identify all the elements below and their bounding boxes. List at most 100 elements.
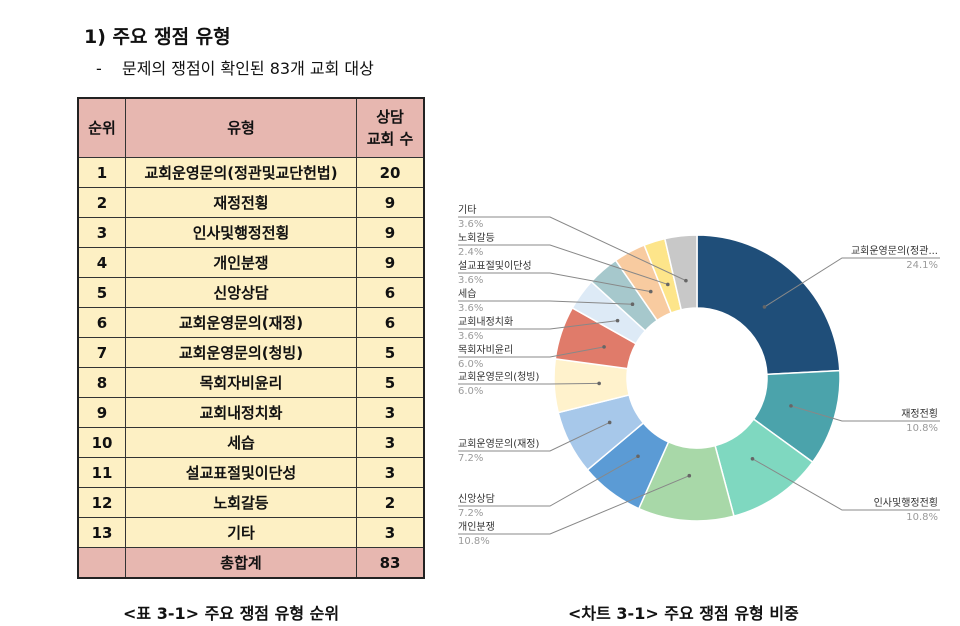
subheading-text: 문제의 쟁점이 확인된 83개 교회 대상 [122, 59, 374, 78]
leader-line [458, 382, 600, 385]
leader-line [458, 272, 651, 293]
table-row: 1 교회운영문의(정관및교단헌법) 20 [77, 157, 425, 188]
header-rank: 순위 [77, 97, 126, 158]
slice-label: 설교표절및이단성 [458, 259, 532, 272]
rank-cell: 1 [77, 157, 126, 188]
table-row: 5 신앙상담 6 [77, 277, 425, 308]
count-cell: 3 [356, 427, 425, 458]
rank-cell: 10 [77, 427, 126, 458]
rank-cell: 12 [77, 487, 126, 518]
leader-line [790, 405, 940, 422]
header-count-line1: 상담 [376, 108, 404, 126]
leader-dot [750, 456, 755, 461]
total-row: 총합계 83 [77, 547, 425, 579]
table-row: 11 설교표절및이단성 3 [77, 457, 425, 488]
leader-line [458, 475, 690, 535]
slice-percent-label: 7.2% [458, 453, 483, 464]
leader-dot [648, 289, 653, 294]
table-caption: <표 3-1> 주요 쟁점 유형 순위 [123, 604, 340, 623]
type-cell: 기타 [125, 517, 357, 548]
total-rank-cell [77, 547, 126, 579]
count-cell: 3 [356, 397, 425, 428]
slice-label: 인사및행정전횡 [874, 497, 938, 509]
table-row: 2 재정전횡 9 [77, 187, 425, 218]
count-cell: 2 [356, 487, 425, 518]
slice-percent-label: 7.2% [458, 508, 483, 519]
leader-line [458, 320, 618, 330]
section-subheading: - 문제의 쟁점이 확인된 83개 교회 대상 [96, 55, 374, 79]
leader-line [458, 244, 668, 285]
leader-dot [597, 381, 601, 386]
count-cell: 5 [356, 337, 425, 368]
leader-line [458, 300, 633, 305]
type-cell: 신앙상담 [125, 277, 357, 308]
leader-line [458, 422, 610, 452]
table-row: 9 교회내정치화 3 [77, 397, 425, 428]
type-cell: 설교표절및이단성 [125, 457, 357, 488]
leader-dot [607, 420, 612, 425]
bullet-dash: - [96, 59, 102, 78]
table-row: 7 교회운영문의(청빙) 5 [77, 337, 425, 368]
type-cell: 교회운영문의(정관및교단헌법) [125, 157, 357, 188]
type-cell: 교회운영문의(청빙) [125, 337, 357, 368]
slice-label: 교회내정치화 [458, 316, 513, 328]
rank-cell: 2 [77, 187, 126, 218]
slice-percent-label: 3.6% [458, 303, 483, 314]
type-cell: 재정전횡 [125, 187, 357, 218]
slice-percent-label: 10.8% [906, 512, 938, 523]
rank-cell: 9 [77, 397, 126, 428]
leader-line [752, 458, 940, 511]
slice-percent-label: 3.6% [458, 219, 483, 230]
count-cell: 20 [356, 157, 425, 188]
slice-label: 재정전횡 [901, 408, 938, 420]
rank-cell: 8 [77, 367, 126, 398]
leader-line [458, 455, 639, 507]
slice-percent-label: 10.8% [458, 536, 490, 547]
slice-label: 개인분쟁 [458, 521, 495, 533]
slice-percent-label: 6.0% [458, 386, 483, 397]
chart-caption: <차트 3-1> 주요 쟁점 유형 비중 [568, 604, 799, 623]
table-row: 3 인사및행정전횡 9 [77, 217, 425, 248]
slice-label: 목회자비윤리 [458, 344, 513, 356]
rank-cell: 7 [77, 337, 126, 368]
donut-slice [663, 234, 698, 311]
table-row: 10 세습 3 [77, 427, 425, 458]
count-cell: 9 [356, 247, 425, 278]
slice-label: 기타 [458, 204, 476, 216]
leader-line [764, 257, 940, 308]
leader-dot [602, 345, 606, 349]
leader-dot [687, 473, 692, 478]
slice-percent-label: 3.6% [458, 331, 483, 342]
table-row: 6 교회운영문의(재정) 6 [77, 307, 425, 338]
count-cell: 9 [356, 217, 425, 248]
header-count-line2: 교회 수 [366, 130, 414, 148]
count-cell: 6 [356, 277, 425, 308]
type-cell: 세습 [125, 427, 357, 458]
slice-percent-label: 2.4% [458, 247, 483, 258]
count-cell: 3 [356, 457, 425, 488]
count-cell: 6 [356, 307, 425, 338]
leader-dot [762, 305, 767, 309]
leader-dot [666, 282, 670, 287]
leader-dot [630, 302, 635, 307]
count-cell: 3 [356, 517, 425, 548]
leader-line [458, 346, 605, 358]
total-label: 총합계 [125, 547, 357, 579]
ranking-table: 순위 유형 상담 교회 수 1 교회운영문의(정관및교단헌법) 20 2 재정전횡 9 3 인사… [77, 97, 425, 579]
slice-percent-label: 3.6% [458, 275, 483, 286]
leader-dot [615, 318, 620, 323]
section-heading: 1) 주요 쟁점 유형 [84, 26, 231, 48]
type-cell: 교회내정치화 [125, 397, 357, 428]
table-row: 13 기타 3 [77, 517, 425, 548]
slice-percent-label: 6.0% [458, 359, 483, 370]
slice-percent-label: 24.1% [906, 260, 938, 271]
slice-label: 교회운영문의(재정) [458, 438, 540, 450]
leader-dot [789, 404, 793, 408]
type-cell: 인사및행정전횡 [125, 217, 357, 248]
header-type: 유형 [125, 97, 357, 158]
rank-cell: 11 [77, 457, 126, 488]
rank-cell: 13 [77, 517, 126, 548]
